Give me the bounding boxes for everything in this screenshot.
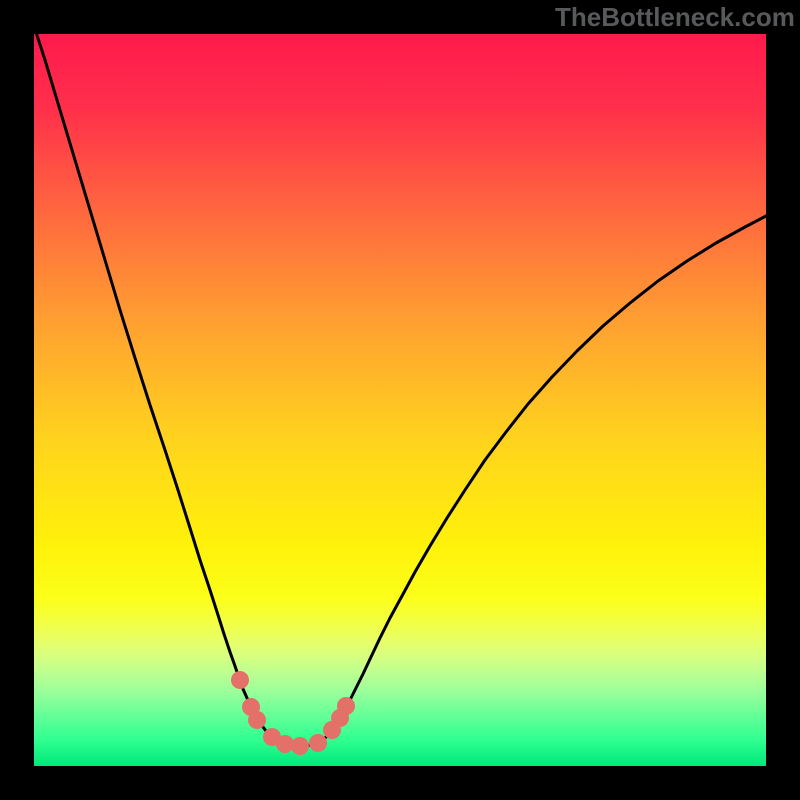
data-dot xyxy=(231,671,249,689)
watermark-text: TheBottleneck.com xyxy=(555,2,795,33)
data-dot xyxy=(309,734,327,752)
data-dot xyxy=(337,697,355,715)
frame-right xyxy=(766,0,800,800)
data-dot xyxy=(291,737,309,755)
frame-left xyxy=(0,0,34,800)
gradient-background xyxy=(34,34,766,766)
frame-bottom xyxy=(0,766,800,800)
data-dot xyxy=(248,711,266,729)
chart-svg xyxy=(0,0,800,800)
